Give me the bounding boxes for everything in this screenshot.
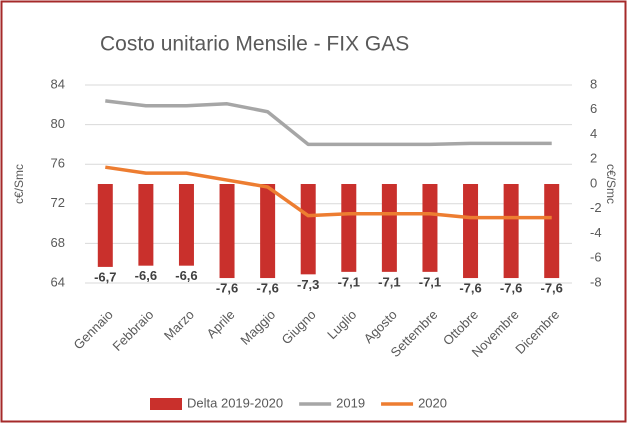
legend-label: 2020 xyxy=(418,395,447,410)
bar xyxy=(300,184,316,275)
y2-tick-label: -6 xyxy=(590,250,602,265)
bar xyxy=(544,184,560,279)
y-tick-label: 64 xyxy=(51,274,65,289)
y2-tick-label: 4 xyxy=(590,126,597,141)
legend-swatch xyxy=(150,398,182,410)
y2-tick-label: -4 xyxy=(590,225,602,240)
legend-label: Delta 2019-2020 xyxy=(187,395,283,410)
data-label: -6,7 xyxy=(94,269,116,284)
y-tick-label: 72 xyxy=(51,195,65,210)
chart-title: Costo unitario Mensile - FIX GAS xyxy=(100,33,409,56)
bar xyxy=(381,184,397,272)
line-series xyxy=(105,99,552,147)
data-label: -7,3 xyxy=(297,277,319,292)
y-tick-label: 68 xyxy=(51,235,65,250)
y2-tick-label: -8 xyxy=(590,274,602,289)
y2-tick-label: 6 xyxy=(590,101,597,116)
y2-tick-label: -2 xyxy=(590,200,602,215)
legend-label: 2019 xyxy=(336,395,365,410)
data-label: -7,6 xyxy=(459,280,481,295)
bar xyxy=(97,184,113,267)
y2-axis-label: c€/Smc xyxy=(604,164,618,204)
y2-tick-label: 0 xyxy=(590,175,597,190)
data-label: -7,6 xyxy=(256,280,278,295)
data-label: -7,6 xyxy=(541,280,563,295)
bar xyxy=(178,184,194,266)
data-label: -7,1 xyxy=(419,274,441,289)
data-label: -7,6 xyxy=(216,280,238,295)
line-series xyxy=(105,165,552,220)
bar xyxy=(503,184,519,279)
y2-tick-label: 2 xyxy=(590,151,597,166)
bar xyxy=(422,184,438,272)
bar xyxy=(341,184,357,272)
y2-tick-label: 8 xyxy=(590,76,597,91)
data-label: -6,6 xyxy=(135,268,157,283)
data-label: -7,1 xyxy=(378,274,400,289)
y-tick-label: 76 xyxy=(51,156,65,171)
bar xyxy=(260,184,276,279)
bar xyxy=(138,184,154,266)
bar xyxy=(219,184,235,279)
data-label: -7,6 xyxy=(500,280,522,295)
data-label: -7,1 xyxy=(338,274,360,289)
y-tick-label: 80 xyxy=(51,116,65,131)
bar xyxy=(463,184,479,279)
y-axis-label: c€/Smc xyxy=(12,164,26,204)
data-label: -6,6 xyxy=(175,268,197,283)
y-tick-label: 84 xyxy=(51,76,65,91)
